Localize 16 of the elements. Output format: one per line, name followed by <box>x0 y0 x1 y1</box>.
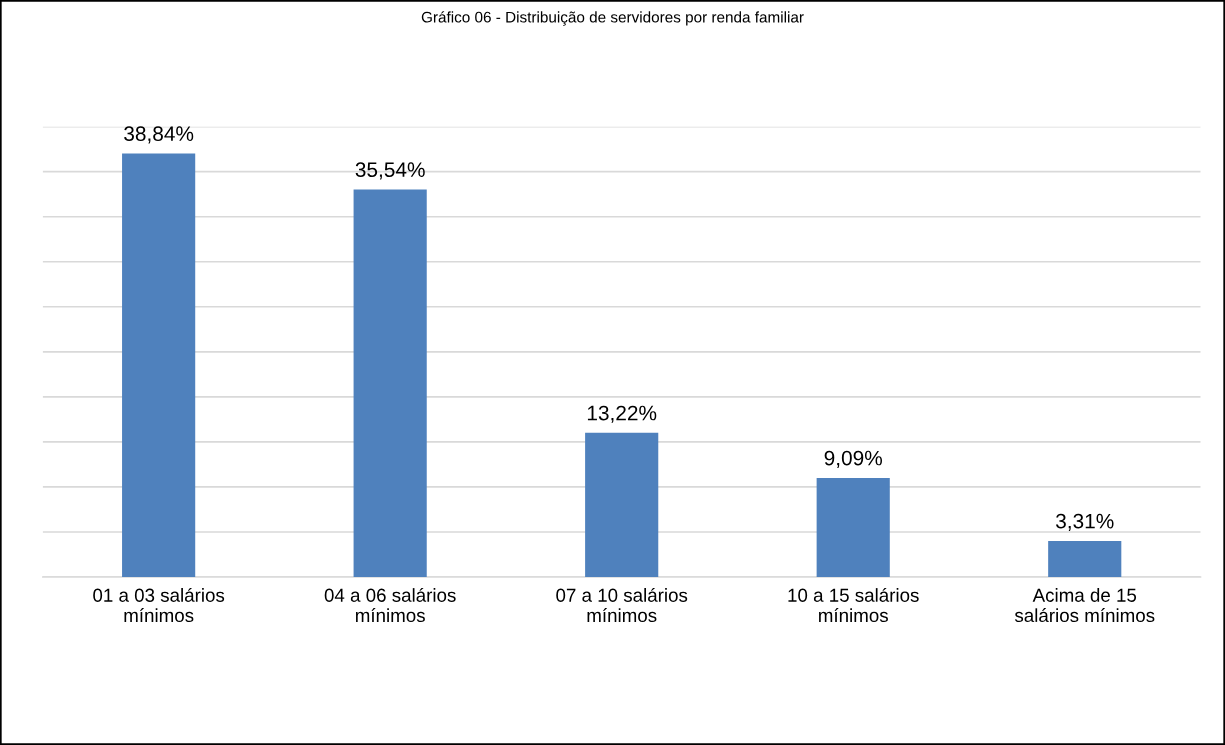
data-label: 3,31% <box>1056 513 1114 531</box>
x-tick-label: 07 a 10 salários mínimos <box>556 587 688 623</box>
chart-title: Gráfico 06 - Distribuição de servidores por renda familiar <box>421 11 804 26</box>
data-label: 13,22% <box>587 405 657 423</box>
bar <box>816 477 890 577</box>
x-tick-label: 01 a 03 salários mínimos <box>93 587 225 623</box>
bar <box>122 153 196 577</box>
x-tick-label: 10 a 15 salários mínimos <box>788 587 919 623</box>
data-label: 9,09% <box>824 450 883 468</box>
data-label: 35,54% <box>355 162 425 180</box>
bar <box>353 189 427 577</box>
x-tick-label: 04 a 06 salários mínimos <box>324 587 456 623</box>
bar <box>1048 540 1122 577</box>
data-label: 38,84% <box>124 126 194 144</box>
x-tick-label: Acima de 15 salários mínimos <box>1014 588 1155 623</box>
bar <box>585 432 659 577</box>
